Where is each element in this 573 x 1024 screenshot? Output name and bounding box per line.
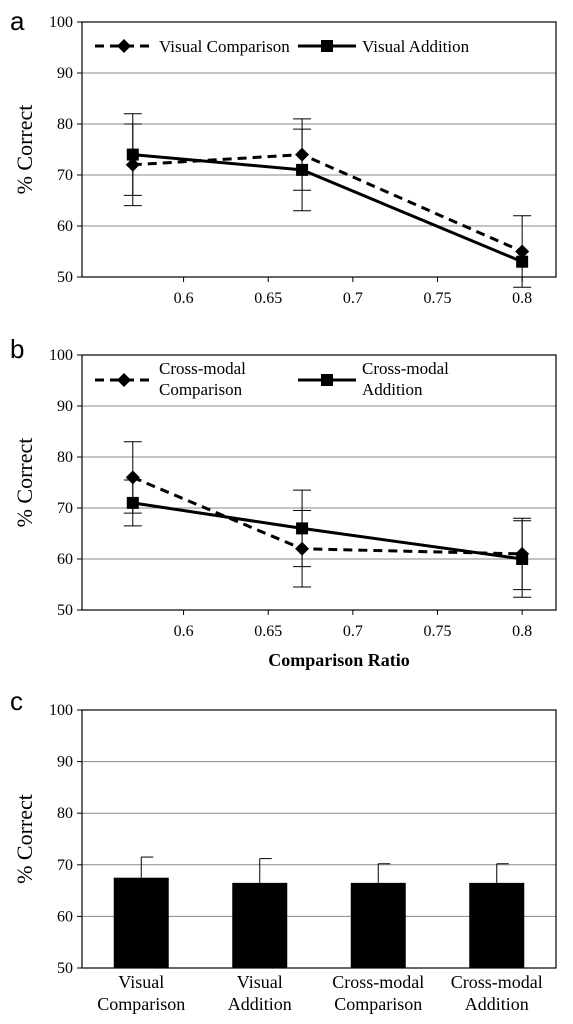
category-label-3-line0: Cross-modal — [451, 972, 543, 992]
ytick-label-90: 90 — [57, 398, 73, 415]
legend-label-a-s1: Visual Addition — [362, 37, 470, 56]
bar-1 — [232, 882, 288, 968]
panel-letter-a: a — [10, 6, 25, 36]
ytick-label-90: 90 — [57, 754, 73, 771]
x-axis-label-b: Comparison Ratio — [268, 650, 410, 670]
category-label-2-line1: Comparison — [334, 994, 422, 1014]
ytick-label-60: 60 — [57, 218, 73, 235]
ytick-label-50: 50 — [57, 602, 73, 619]
ytick-label-50: 50 — [57, 960, 73, 977]
plot-area-a — [81, 21, 557, 278]
xtick-label-0.65: 0.65 — [254, 623, 282, 640]
ytick-label-80: 80 — [57, 805, 73, 822]
bar-2 — [350, 882, 406, 968]
legend-label-b-s0-line0: Cross-modal — [159, 359, 246, 378]
plot-area-b — [81, 354, 557, 611]
ytick-label-100: 100 — [49, 347, 73, 364]
panel-letter-c: c — [10, 686, 23, 716]
point-diamond-a-s0-2 — [515, 244, 530, 259]
ytick-label-70: 70 — [57, 167, 73, 184]
point-diamond-b-s0-0 — [125, 470, 140, 485]
xtick-label-0.75: 0.75 — [424, 290, 452, 307]
series-line-b-s0 — [132, 476, 523, 556]
legend-marker-a-s1 — [321, 40, 333, 52]
series-line-b-s1 — [132, 501, 523, 561]
xtick-label-0.6: 0.6 — [174, 290, 194, 307]
category-label-0-line0: Visual — [118, 972, 164, 992]
ytick-label-80: 80 — [57, 116, 73, 133]
legend-marker-b-s1 — [321, 374, 333, 386]
point-square-b-s1-1 — [296, 522, 309, 535]
y-axis-label-a: % Correct — [12, 105, 37, 195]
point-square-a-s1-0 — [126, 148, 139, 161]
point-square-b-s1-0 — [126, 496, 139, 509]
panel-letter-b: b — [10, 334, 24, 364]
category-label-1-line0: Visual — [237, 972, 283, 992]
category-label-1-line1: Addition — [228, 994, 292, 1014]
xtick-label-0.7: 0.7 — [343, 290, 363, 307]
bar-0 — [113, 877, 169, 968]
xtick-label-0.75: 0.75 — [424, 623, 452, 640]
xtick-label-0.8: 0.8 — [512, 290, 532, 307]
xtick-label-0.6: 0.6 — [174, 623, 194, 640]
category-label-3-line1: Addition — [465, 994, 529, 1014]
ytick-label-50: 50 — [57, 269, 73, 286]
ytick-label-100: 100 — [49, 702, 73, 719]
y-axis-label-b: % Correct — [12, 438, 37, 528]
point-square-a-s1-1 — [296, 163, 309, 176]
category-label-0-line1: Comparison — [97, 994, 185, 1014]
legend-label-a-s0: Visual Comparison — [159, 37, 290, 56]
point-square-a-s1-2 — [516, 255, 529, 268]
xtick-label-0.7: 0.7 — [343, 623, 363, 640]
ytick-label-70: 70 — [57, 500, 73, 517]
legend-label-b-s0-line1: Comparison — [159, 380, 243, 399]
xtick-label-0.8: 0.8 — [512, 623, 532, 640]
ytick-label-100: 100 — [49, 14, 73, 31]
legend-label-b-s1-line0: Cross-modal — [362, 359, 449, 378]
ytick-label-70: 70 — [57, 857, 73, 874]
series-line-a-s1 — [132, 153, 523, 264]
category-label-2-line0: Cross-modal — [332, 972, 424, 992]
y-axis-label-c: % Correct — [12, 794, 37, 884]
plot-area-c — [81, 709, 557, 969]
legend-marker-a-s0 — [117, 39, 131, 53]
ytick-label-90: 90 — [57, 65, 73, 82]
ytick-label-60: 60 — [57, 551, 73, 568]
bar-3 — [469, 882, 525, 968]
ytick-label-60: 60 — [57, 908, 73, 925]
legend-label-b-s1-line1: Addition — [362, 380, 423, 399]
xtick-label-0.65: 0.65 — [254, 290, 282, 307]
point-square-b-s1-2 — [516, 553, 529, 565]
legend-marker-b-s0 — [117, 373, 131, 387]
ytick-label-80: 80 — [57, 449, 73, 466]
